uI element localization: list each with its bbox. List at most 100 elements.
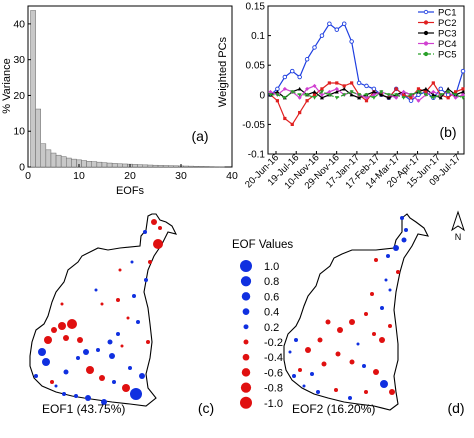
station-dot	[50, 380, 54, 384]
station-dot	[136, 320, 140, 324]
station-dot	[112, 380, 116, 384]
station-dot	[42, 358, 50, 366]
station-dot	[302, 384, 306, 388]
eof-legend-label: -0.8	[264, 383, 283, 395]
station-dot	[305, 347, 311, 353]
eof2-map: EOF2 (16.20%) (d)	[283, 213, 465, 416]
station-dot	[384, 278, 388, 282]
series-point	[364, 95, 369, 100]
series-point	[356, 80, 362, 86]
station-dot	[317, 337, 323, 343]
eof-legend-label: -0.4	[264, 352, 283, 364]
series-point	[416, 98, 421, 103]
variance-bars	[30, 10, 225, 168]
series-point	[319, 33, 325, 38]
y-tick-label: 0.05	[246, 61, 266, 72]
series-point	[275, 93, 280, 97]
series-point	[305, 86, 310, 91]
series-point	[290, 90, 295, 94]
pc-series-lines	[268, 21, 466, 126]
station-dot	[321, 361, 327, 367]
station-dot	[334, 388, 338, 392]
station-dot	[118, 268, 122, 272]
variance-bar	[111, 163, 118, 168]
station-dot	[401, 237, 407, 243]
series-point	[446, 96, 450, 100]
variance-bar	[122, 163, 128, 168]
station-dot	[67, 319, 77, 329]
station-dot	[120, 344, 124, 348]
y-tick-label: 30	[13, 54, 25, 66]
series-point	[297, 93, 302, 97]
series-point	[394, 93, 399, 97]
series-point	[283, 116, 287, 121]
station-dot	[362, 364, 366, 368]
station-dot	[380, 306, 384, 310]
variance-bar	[132, 164, 138, 168]
series-point	[431, 81, 435, 85]
series-point	[401, 89, 406, 94]
series-point	[453, 90, 458, 94]
station-dot	[151, 219, 157, 225]
series-point	[357, 95, 362, 100]
series-point	[364, 99, 369, 103]
variance-bar	[183, 165, 189, 168]
y-tick-label: 0	[19, 162, 25, 174]
panel-a-label: (a)	[191, 128, 208, 144]
variance-bar	[162, 165, 169, 168]
station-dot	[348, 396, 352, 400]
panel-c-label: (c)	[198, 400, 214, 416]
legend-marker	[423, 51, 429, 57]
series-point	[275, 99, 280, 103]
station-dot	[153, 239, 163, 249]
series-point	[379, 92, 384, 97]
series-point	[342, 86, 347, 91]
series-point	[275, 89, 280, 94]
series-point	[334, 96, 339, 100]
legend-marker	[423, 9, 429, 15]
variance-bar	[152, 164, 159, 168]
station-dot	[126, 316, 130, 320]
series-point	[386, 93, 391, 97]
variance-bar	[106, 162, 113, 168]
series-point	[460, 68, 466, 74]
station-dot	[388, 288, 392, 292]
series-point	[431, 89, 436, 94]
eof-legend-label: 0.6	[264, 291, 279, 303]
series-point	[350, 81, 354, 85]
y-tick-label: -0.1	[248, 150, 266, 161]
variance-bar	[173, 165, 179, 168]
station-dot	[373, 369, 379, 375]
station-dot	[349, 359, 355, 365]
series-point	[305, 99, 309, 103]
station-dot	[116, 332, 120, 336]
series-point	[312, 45, 317, 50]
eof-legend-items: 1.0 0.8 0.6 0.4 0.2 -0.2 -0.4 -0.6 -0.8 -1.0	[240, 260, 283, 410]
north-arrow-icon	[451, 210, 465, 232]
series-point	[327, 93, 332, 97]
station-dot	[83, 349, 89, 355]
station-dot	[146, 340, 150, 344]
station-dot	[139, 373, 145, 379]
series-point	[297, 86, 302, 91]
station-dot	[143, 230, 147, 234]
variance-bar	[168, 165, 174, 168]
variance-bar	[101, 162, 108, 168]
eof-legend-label: -1.0	[264, 398, 283, 410]
y-tick-label: 0.1	[251, 31, 265, 42]
variance-bar-chart: 0 10 20 30 40 0 10 20 30 40 EOFs % Variance (a)	[1, 5, 238, 197]
station-dot	[310, 372, 314, 376]
legend-label-pc4: PC4	[438, 39, 456, 50]
series-point	[282, 74, 288, 80]
series-point	[349, 92, 354, 97]
north-label: N	[455, 232, 462, 242]
station-dot	[294, 338, 298, 342]
series-point	[290, 68, 295, 74]
station-dot	[109, 353, 115, 359]
station-dot	[292, 374, 296, 378]
variance-bar	[81, 160, 87, 168]
eof-legend-label: -0.6	[264, 367, 283, 379]
legend-marker	[423, 20, 429, 25]
series-point	[401, 96, 406, 100]
